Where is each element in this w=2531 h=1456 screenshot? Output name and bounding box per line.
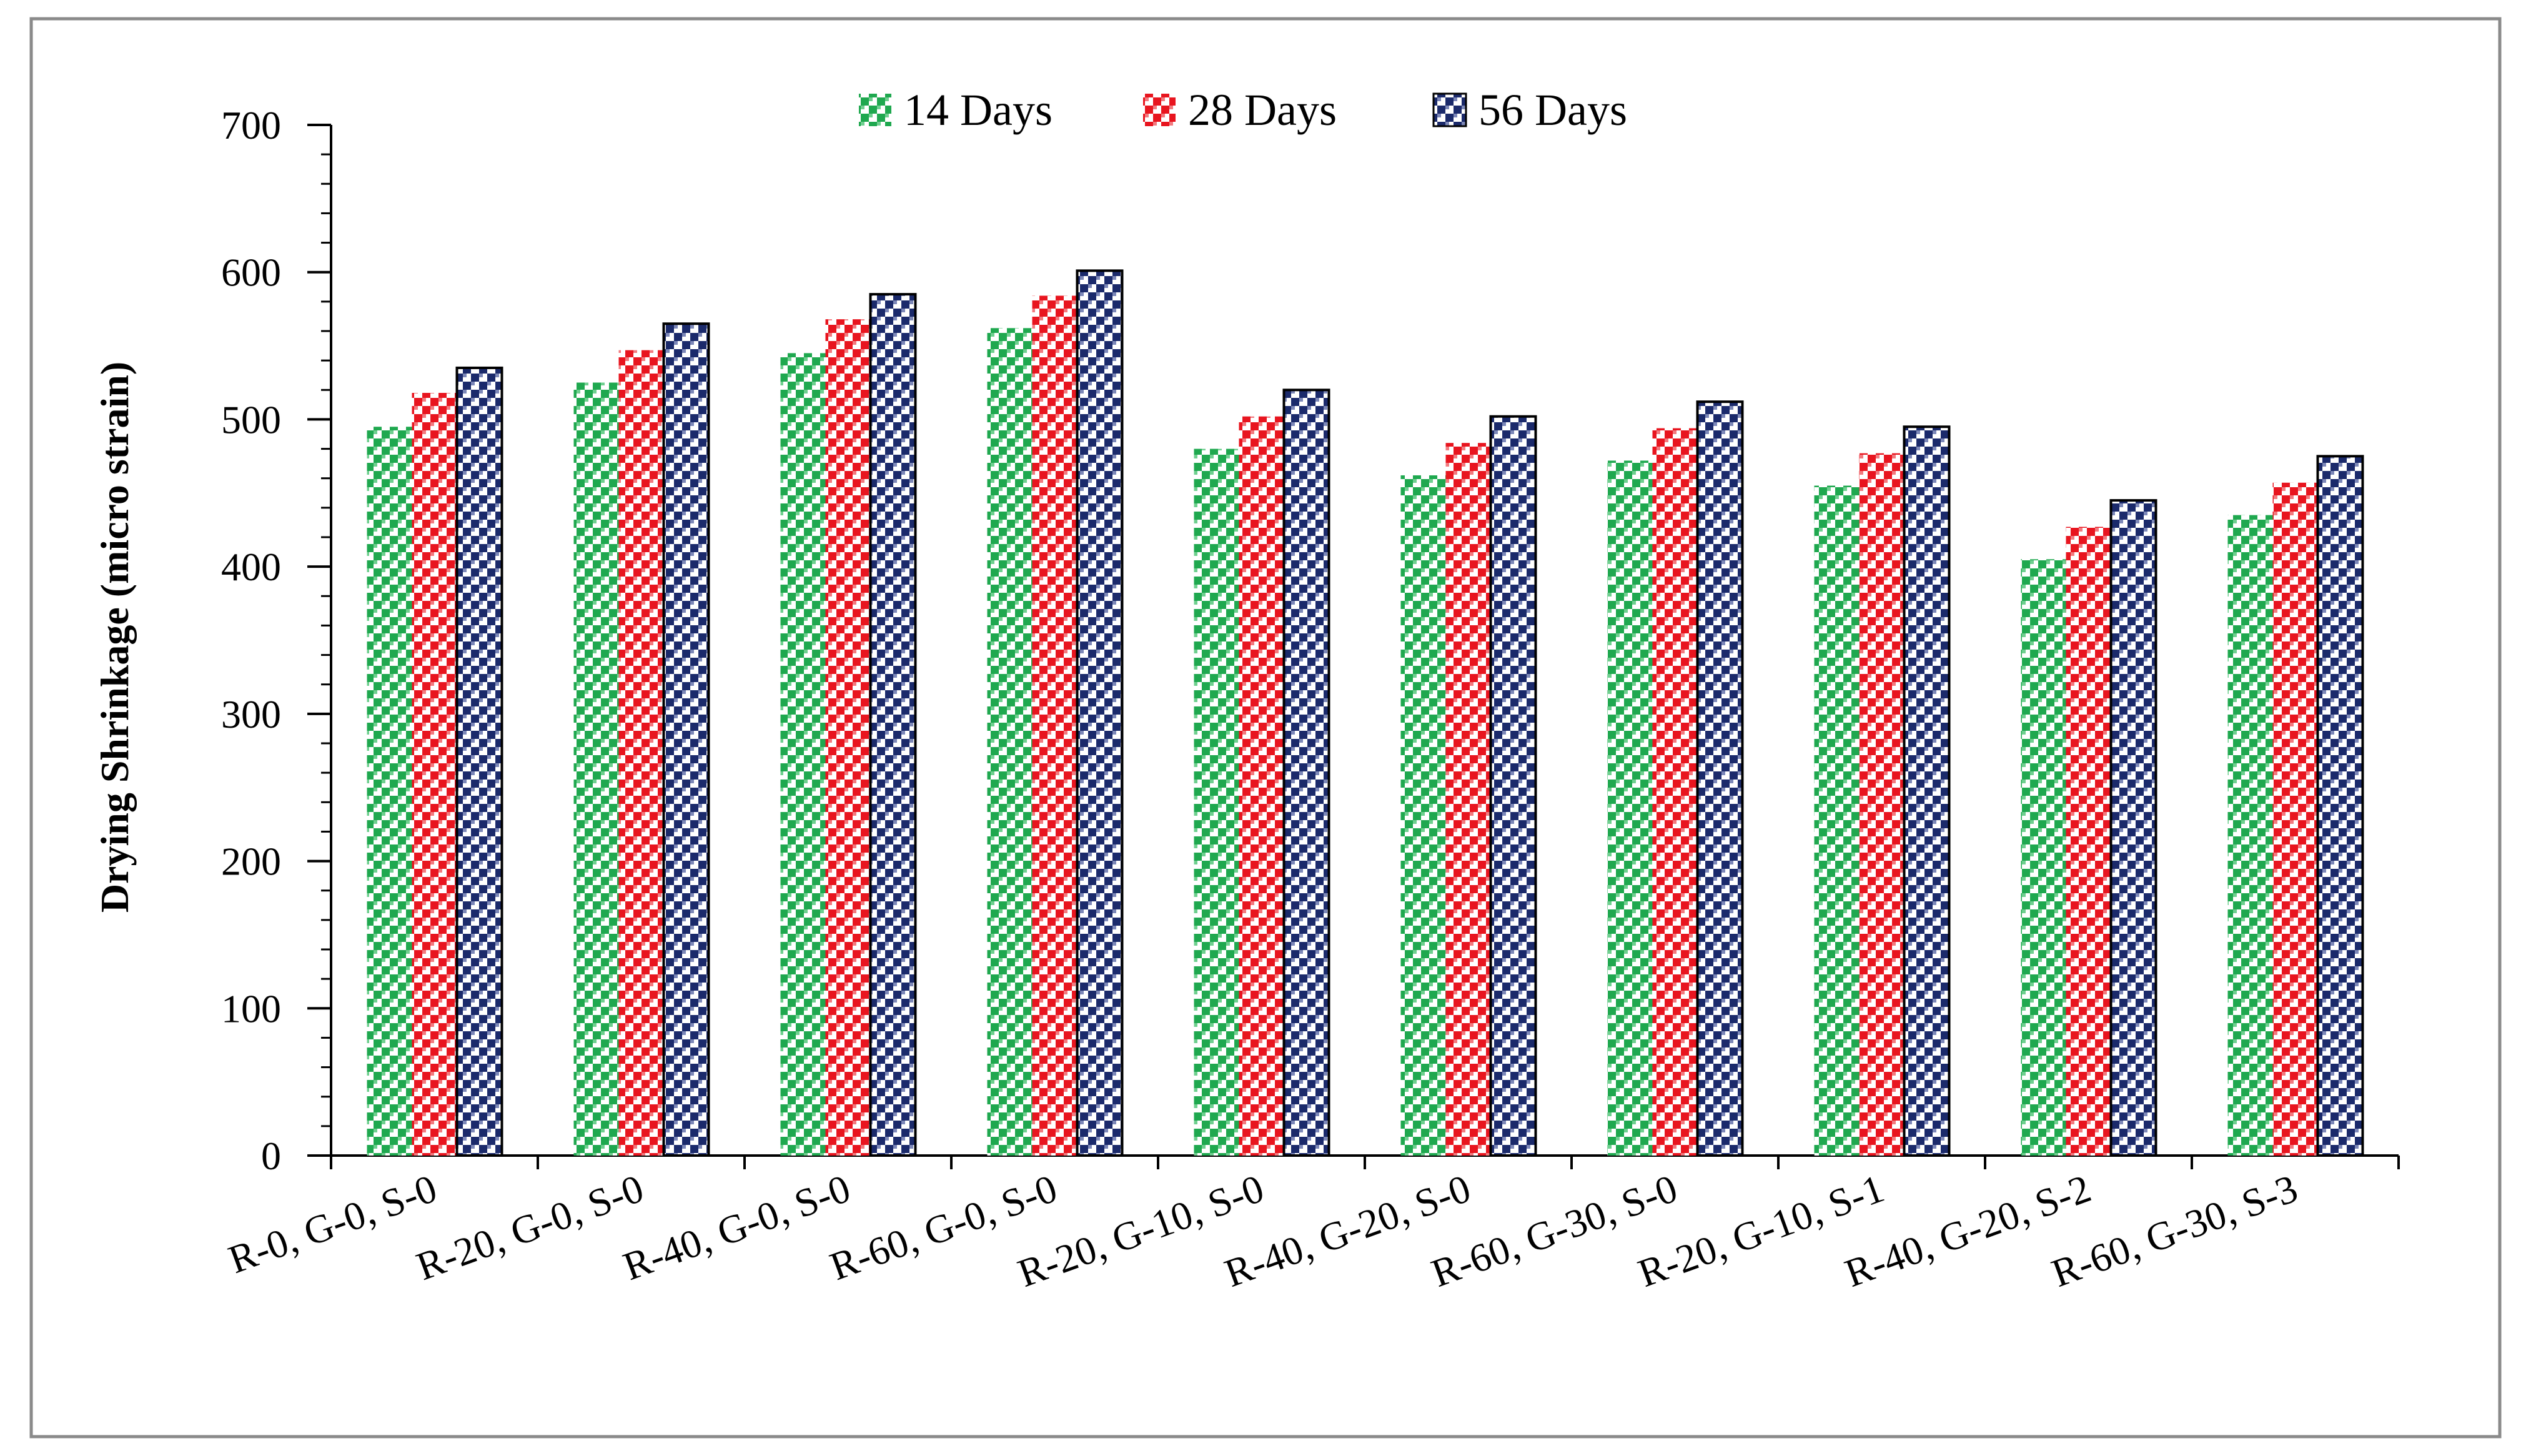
y-tick-label: 300 <box>221 692 281 736</box>
y-tick-label: 200 <box>221 839 281 884</box>
legend: 14 Days 28 Days 56 Days <box>859 85 1627 135</box>
bar-14-days <box>573 382 619 1156</box>
bar-56-days <box>1489 415 1537 1157</box>
y-axis: 0 100 200 300 400 500 600 700 <box>221 103 332 1178</box>
bar-14-days <box>2227 515 2273 1156</box>
bar-14-days <box>1194 448 1239 1156</box>
bar-28-days <box>2066 527 2111 1156</box>
y-tick-label: 400 <box>221 545 281 589</box>
bar-14-days <box>367 427 412 1156</box>
bar-28-days <box>1652 428 1698 1156</box>
legend-label: 14 Days <box>904 85 1053 135</box>
bar-28-days <box>618 350 664 1156</box>
bar-28-days <box>825 319 871 1156</box>
bar-28-days <box>1859 453 1904 1156</box>
y-tick-label: 0 <box>261 1134 281 1178</box>
bar-28-days <box>412 393 457 1156</box>
legend-label: 28 Days <box>1188 85 1337 135</box>
y-tick-label: 700 <box>221 103 281 147</box>
bar-56-days <box>455 366 503 1157</box>
y-tick-label: 600 <box>221 250 281 295</box>
legend-swatch <box>859 94 891 126</box>
y-tick-label: 500 <box>221 397 281 442</box>
bar-14-days <box>2021 559 2066 1156</box>
bar-28-days <box>1239 416 1284 1156</box>
bar-56-days <box>2109 499 2157 1157</box>
bar-14-days <box>1607 460 1653 1156</box>
legend-label: 56 Days <box>1478 85 1627 135</box>
y-tick-label: 100 <box>221 986 281 1031</box>
bar-56-days <box>1696 400 1744 1157</box>
legend-swatch <box>1143 94 1176 126</box>
legend-swatch <box>1432 92 1467 127</box>
bar-14-days <box>1400 475 1446 1156</box>
bar-14-days <box>1814 485 1860 1156</box>
bar-14-days <box>780 353 826 1156</box>
bar-28-days <box>1032 295 1077 1156</box>
y-axis-title: Drying Shrinkage (micro strain) <box>92 362 137 913</box>
bar-28-days <box>2272 482 2318 1156</box>
bar-14-days <box>987 328 1033 1156</box>
bar-56-days <box>2316 455 2364 1157</box>
bar-56-days <box>1076 269 1124 1157</box>
bar-56-days <box>662 322 710 1157</box>
bar-56-days <box>869 293 917 1157</box>
bar-28-days <box>1445 443 1491 1156</box>
bar-56-days <box>1282 389 1330 1157</box>
bars <box>367 269 2364 1157</box>
bar-56-days <box>1903 425 1951 1157</box>
